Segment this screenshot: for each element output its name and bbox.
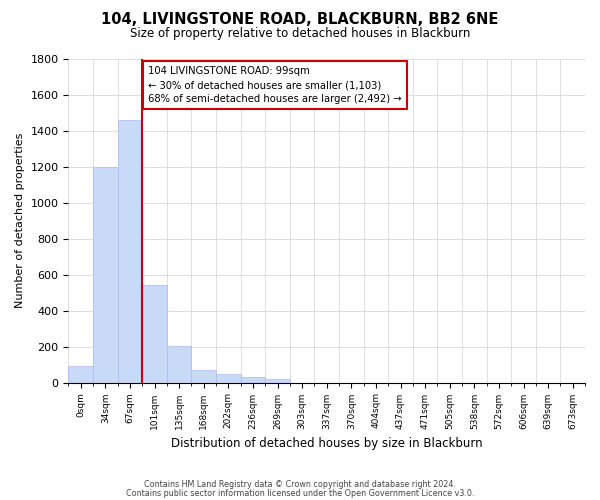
Text: Contains HM Land Registry data © Crown copyright and database right 2024.: Contains HM Land Registry data © Crown c… <box>144 480 456 489</box>
Bar <box>93 167 118 382</box>
Bar <box>191 370 216 382</box>
Text: Size of property relative to detached houses in Blackburn: Size of property relative to detached ho… <box>130 28 470 40</box>
Bar <box>241 377 265 382</box>
Text: 104 LIVINGSTONE ROAD: 99sqm
← 30% of detached houses are smaller (1,103)
68% of : 104 LIVINGSTONE ROAD: 99sqm ← 30% of det… <box>148 66 402 104</box>
Bar <box>167 346 191 383</box>
Bar <box>142 286 167 382</box>
Bar <box>68 366 93 382</box>
Text: Contains public sector information licensed under the Open Government Licence v3: Contains public sector information licen… <box>126 488 474 498</box>
X-axis label: Distribution of detached houses by size in Blackburn: Distribution of detached houses by size … <box>171 437 482 450</box>
Bar <box>265 380 290 382</box>
Y-axis label: Number of detached properties: Number of detached properties <box>15 133 25 308</box>
Text: 104, LIVINGSTONE ROAD, BLACKBURN, BB2 6NE: 104, LIVINGSTONE ROAD, BLACKBURN, BB2 6N… <box>101 12 499 28</box>
Bar <box>118 120 142 382</box>
Bar <box>216 374 241 382</box>
